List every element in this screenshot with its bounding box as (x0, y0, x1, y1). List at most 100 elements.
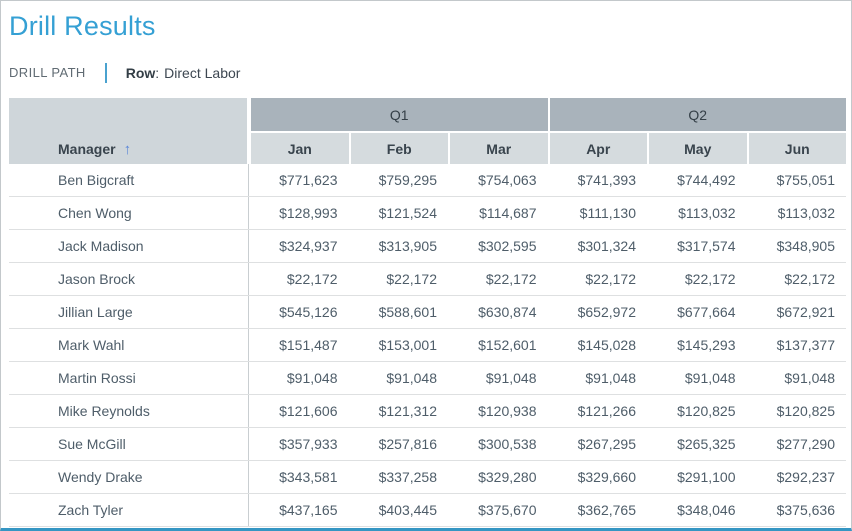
value-cell: $652,972 (577, 304, 636, 321)
value-cell: $771,623 (279, 172, 338, 189)
value-cell: $91,048 (485, 370, 537, 387)
value-cell: $313,905 (378, 238, 437, 255)
drill-path-label: DRILL PATH (9, 65, 86, 81)
manager-header-label: Manager (58, 141, 116, 158)
value-cell: $267,295 (577, 436, 636, 453)
value-cell: $317,574 (677, 238, 736, 255)
value-cell: $22,172 (784, 271, 835, 288)
value-cell: $137,377 (776, 337, 835, 354)
value-cell: $145,028 (577, 337, 636, 354)
value-cell: $375,636 (776, 502, 835, 519)
value-cell: $744,492 (677, 172, 736, 189)
value-cell: $113,032 (777, 205, 835, 222)
month-header-jan[interactable]: Jan (251, 133, 349, 165)
value-cell: $153,001 (378, 337, 437, 354)
manager-name-cell: Sue McGill (9, 428, 249, 461)
table-row[interactable]: Chen Wong $128,993 $121,524 $114,687 $11… (9, 197, 846, 231)
manager-name-cell: Jack Madison (9, 230, 249, 263)
value-cell: $348,905 (776, 238, 835, 255)
value-cell: $22,172 (485, 271, 537, 288)
value-cell: $121,266 (577, 403, 636, 420)
quarter-header-q1[interactable]: Q1 (251, 98, 548, 132)
value-cell: $120,938 (478, 403, 537, 420)
value-cell: $111,130 (579, 205, 636, 222)
month-header-may[interactable]: May (649, 133, 747, 165)
breadcrumb: DRILL PATH Row : Direct Labor (9, 62, 844, 83)
value-cell: $754,063 (478, 172, 537, 189)
value-cell: $329,280 (478, 469, 537, 486)
table-row[interactable]: Wendy Drake $343,581 $337,258 $329,280 $… (9, 461, 846, 495)
month-header-mar[interactable]: Mar (450, 133, 548, 165)
value-cell: $292,237 (776, 469, 835, 486)
value-cell: $91,048 (585, 370, 636, 387)
table-row[interactable]: Jason Brock $22,172 $22,172 $22,172 $22,… (9, 263, 846, 297)
manager-name-cell: Mike Reynolds (9, 395, 249, 428)
manager-name-cell: Zach Tyler (9, 494, 249, 527)
value-cell: $22,172 (585, 271, 636, 288)
sort-ascending-icon: ↑ (123, 141, 132, 159)
manager-name-cell: Mark Wahl (9, 329, 249, 362)
value-cell: $291,100 (677, 469, 736, 486)
value-cell: $362,765 (577, 502, 636, 519)
results-table: Manager ↑ Q1 Q2 Jan Feb Mar Apr May Jun … (9, 98, 846, 528)
value-cell: $588,601 (378, 304, 437, 321)
value-cell: $672,921 (776, 304, 835, 321)
drill-path-divider (104, 62, 107, 83)
value-cell: $302,595 (478, 238, 537, 255)
month-header-jun[interactable]: Jun (748, 133, 846, 165)
value-cell: $91,048 (684, 370, 736, 387)
value-cell: $22,172 (684, 271, 736, 288)
value-cell: $145,293 (677, 337, 736, 354)
month-header-feb[interactable]: Feb (350, 133, 448, 165)
value-cell: $437,165 (279, 502, 338, 519)
table-row[interactable]: Zach Tyler $437,165 $403,445 $375,670 $3… (9, 494, 846, 528)
manager-column-header[interactable]: Manager ↑ (9, 98, 247, 165)
manager-name-cell: Martin Rossi (9, 362, 249, 395)
value-cell: $120,825 (776, 403, 835, 420)
value-cell: $324,937 (279, 238, 338, 255)
month-header-apr[interactable]: Apr (549, 133, 647, 165)
value-cell: $120,825 (677, 403, 736, 420)
value-cell: $337,258 (378, 469, 437, 486)
page-title: Drill Results (9, 11, 156, 41)
value-cell: $121,606 (279, 403, 338, 420)
value-cell: $348,046 (677, 502, 736, 519)
table-row[interactable]: Jillian Large $545,126 $588,601 $630,874… (9, 296, 846, 330)
value-cell: $630,874 (478, 304, 537, 321)
value-cell: $301,324 (577, 238, 636, 255)
drill-path-separator: : (155, 64, 160, 81)
manager-name-cell: Ben Bigcraft (9, 164, 249, 197)
table-row[interactable]: Ben Bigcraft $771,623 $759,295 $754,063 … (9, 164, 846, 198)
table-row[interactable]: Sue McGill $357,933 $257,816 $300,538 $2… (9, 428, 846, 462)
value-cell: $22,172 (386, 271, 437, 288)
manager-name-cell: Jason Brock (9, 263, 249, 296)
value-cell: $755,051 (776, 172, 835, 189)
table-header: Manager ↑ Q1 Q2 Jan Feb Mar Apr May Jun (9, 98, 846, 165)
value-cell: $300,538 (478, 436, 537, 453)
value-cell: $265,325 (677, 436, 736, 453)
value-cell: $741,393 (577, 172, 636, 189)
manager-name-cell: Jillian Large (9, 296, 249, 329)
value-cell: $375,670 (478, 502, 537, 519)
table-row[interactable]: Mike Reynolds $121,606 $121,312 $120,938… (9, 395, 846, 429)
value-cell: $343,581 (279, 469, 338, 486)
manager-name-cell: Chen Wong (9, 197, 249, 230)
value-cell: $257,816 (378, 436, 437, 453)
value-cell: $277,290 (776, 436, 835, 453)
quarter-header-q2[interactable]: Q2 (549, 98, 846, 132)
value-cell: $151,487 (279, 337, 338, 354)
value-cell: $403,445 (378, 502, 437, 519)
value-cell: $152,601 (478, 337, 537, 354)
value-cell: $329,660 (577, 469, 636, 486)
value-cell: $121,524 (378, 205, 437, 222)
value-cell: $22,172 (286, 271, 338, 288)
table-row[interactable]: Martin Rossi $91,048 $91,048 $91,048 $91… (9, 362, 846, 396)
value-cell: $759,295 (378, 172, 437, 189)
table-row[interactable]: Mark Wahl $151,487 $153,001 $152,601 $14… (9, 329, 846, 363)
value-cell: $128,993 (279, 205, 338, 222)
table-row[interactable]: Jack Madison $324,937 $313,905 $302,595 … (9, 230, 846, 264)
value-cell: $677,664 (677, 304, 736, 321)
value-cell: $113,032 (678, 205, 736, 222)
value-cell: $91,048 (386, 370, 437, 387)
